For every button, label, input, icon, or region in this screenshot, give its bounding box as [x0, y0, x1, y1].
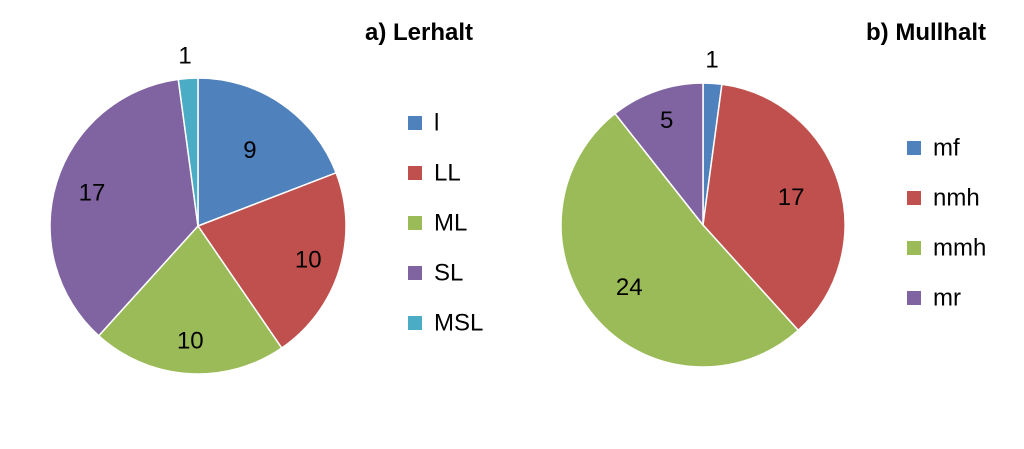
chart-b-legend-swatch-nmh — [907, 191, 921, 205]
pie-b-slice-nmh — [702, 83, 846, 332]
chart-b-legend-label-mf: mf — [933, 135, 960, 162]
chart-a-legend-swatch-msl — [408, 316, 422, 330]
chart-b-legend-swatch-mr — [907, 291, 921, 305]
chart-b-legend-label-mr: mr — [933, 285, 961, 312]
pie-b-data-label-mr: 5 — [660, 107, 673, 134]
pie-a-data-label-l: 9 — [243, 137, 256, 164]
pie-b-data-label-mf: 1 — [705, 47, 718, 74]
chart-b-legend-swatch-mf — [907, 141, 921, 155]
chart-b-legend-swatch-mmh — [907, 241, 921, 255]
pie-a-data-label-sl: 17 — [79, 180, 106, 207]
chart-b-title: b) Mullhalt — [866, 19, 986, 46]
pie-a-slice-ml — [97, 224, 283, 375]
pie-chart-a: 9 10 10 17 1 — [49, 43, 347, 375]
chart-a-legend-swatch-l — [408, 116, 422, 130]
pie-a-data-label-ll: 10 — [295, 247, 322, 274]
chart-b-legend-label-mmh: mmh — [933, 235, 986, 262]
chart-a-legend-label-ml: ML — [434, 210, 467, 237]
pie-b-data-label-nmh: 17 — [778, 184, 805, 211]
chart-b-legend-label-nmh: nmh — [933, 185, 980, 212]
pie-a-slice-msl — [177, 77, 199, 227]
pie-a-data-label-msl: 1 — [178, 43, 191, 70]
pie-a-data-label-ml: 10 — [177, 328, 204, 355]
pie-a-slice-sl — [49, 78, 199, 337]
chart-a-legend-label-ll: LL — [434, 160, 461, 187]
chart-a-legend-swatch-sl — [408, 266, 422, 280]
legend-a: l LL ML SL MSL — [408, 110, 483, 337]
pie-a-slice-ll — [196, 171, 347, 350]
pie-a-slice-l — [197, 77, 338, 228]
chart-a-title: a) Lerhalt — [365, 19, 473, 46]
pie-b-slice-mmh — [560, 112, 800, 368]
chart-a-legend-label-l: l — [434, 110, 439, 137]
chart-a-legend-label-sl: SL — [434, 260, 463, 287]
chart-a-legend-label-msl: MSL — [434, 310, 483, 337]
pie-b-data-label-mmh: 24 — [616, 274, 643, 301]
legend-b: mf nmh mmh mr — [907, 135, 986, 312]
chart-a-legend-swatch-ll — [408, 166, 422, 180]
pie-chart-b: 1 17 24 5 — [560, 47, 846, 368]
pie-b-slice-mr — [613, 82, 704, 228]
chart-a-legend-swatch-ml — [408, 216, 422, 230]
